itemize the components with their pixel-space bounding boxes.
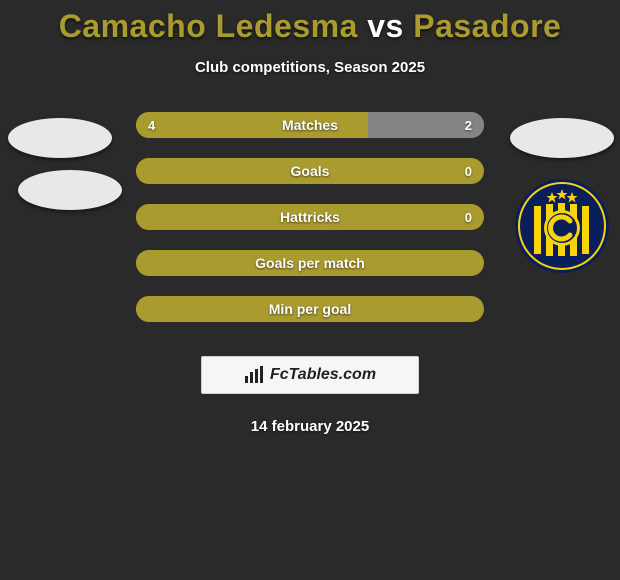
club-badge xyxy=(514,178,610,274)
stat-bar-row: 0Hattricks xyxy=(136,204,484,230)
vs-text: vs xyxy=(367,8,404,44)
player2-name: Pasadore xyxy=(413,8,561,44)
comparison-title: Camacho Ledesma vs Pasadore xyxy=(0,8,620,45)
stat-bar-left: 4 xyxy=(136,112,368,138)
stat-bar-row: Goals per match xyxy=(136,250,484,276)
stat-bar-right: 0 xyxy=(472,158,484,184)
stat-bar-row: 42Matches xyxy=(136,112,484,138)
stat-bar-left xyxy=(136,296,472,322)
stat-bar-left xyxy=(136,204,472,230)
player1-avatar-placeholder-1 xyxy=(8,118,112,158)
date-text: 14 february 2025 xyxy=(0,418,620,435)
player2-avatar-placeholder xyxy=(510,118,614,158)
footer-brand: FcTables.com xyxy=(270,366,376,384)
stat-bars: 42Matches 0Goals 0Hattricks Goals per match… xyxy=(136,112,484,322)
player1-name: Camacho Ledesma xyxy=(59,8,358,44)
season-subtitle: Club competitions, Season 2025 xyxy=(0,59,620,76)
player1-avatar-placeholder-2 xyxy=(18,170,122,210)
stat-bar-left xyxy=(136,158,472,184)
footer-logo: FcTables.com xyxy=(201,356,419,394)
stat-bar-right: 2 xyxy=(368,112,484,138)
chart-icon xyxy=(244,366,264,384)
stat-bar-left xyxy=(136,250,472,276)
stat-bar-right xyxy=(472,250,484,276)
stat-bar-row: Min per goal xyxy=(136,296,484,322)
stat-bar-right: 0 xyxy=(472,204,484,230)
stat-bar-right xyxy=(472,296,484,322)
stat-bar-row: 0Goals xyxy=(136,158,484,184)
